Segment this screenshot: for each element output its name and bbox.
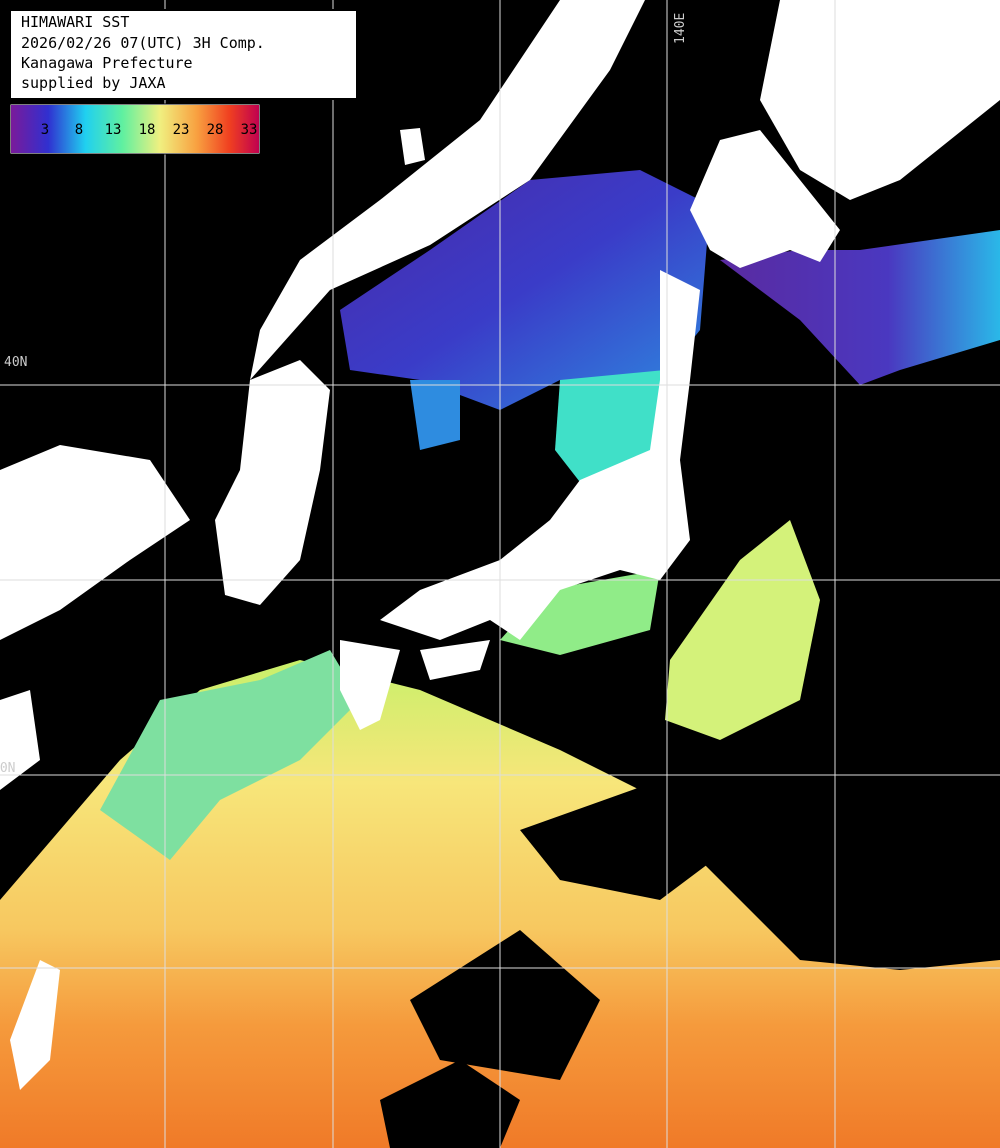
lat-label: 30N (0, 761, 15, 776)
land-mass (0, 445, 190, 640)
colorbar-label: 18 (139, 122, 156, 138)
colorbar-label: 28 (207, 122, 224, 138)
land-mass (10, 960, 60, 1090)
lon-label: 140E (673, 13, 688, 44)
land-mass (0, 690, 40, 790)
header-line: HIMAWARI SST (21, 13, 129, 31)
land (0, 0, 1000, 1090)
land-mass (400, 128, 425, 165)
land-mass (215, 360, 330, 605)
land-mass (380, 270, 700, 640)
land-mass (690, 130, 840, 268)
colorbar: 3 8 13 18 23 28 33 (9, 103, 261, 155)
sea-patch (410, 380, 460, 450)
colorbar-label: 3 (41, 122, 49, 138)
cloud (520, 780, 740, 900)
header-line: 2026/02/26 07(UTC) 3H Comp. (21, 34, 265, 52)
land-mass (340, 640, 400, 730)
header-box: HIMAWARI SST 2026/02/26 07(UTC) 3H Comp.… (9, 9, 358, 100)
land-mass (420, 640, 490, 680)
colorbar-label: 33 (241, 122, 258, 138)
cloud (380, 1060, 520, 1148)
header-bg (9, 9, 358, 100)
sea-patch (500, 570, 660, 655)
north-pacific (720, 230, 1000, 385)
header-line: Kanagawa Prefecture (21, 54, 193, 72)
land-mass (250, 0, 645, 380)
colorbar-gradient (11, 105, 259, 153)
colorbar-label: 13 (105, 122, 122, 138)
colorbar-label: 8 (75, 122, 83, 138)
header-line: supplied by JAXA (21, 74, 166, 92)
land-mass (760, 0, 1000, 200)
sea-patch (665, 520, 820, 740)
japan-sea (340, 170, 710, 410)
lat-label: 40N (4, 355, 27, 370)
colorbar-label: 23 (173, 122, 190, 138)
